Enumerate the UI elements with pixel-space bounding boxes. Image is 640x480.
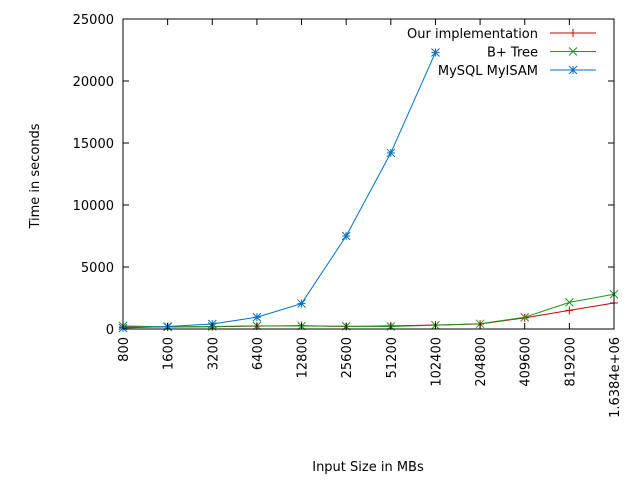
legend-label: B+ Tree bbox=[487, 46, 538, 61]
x-tick-label: 12800 bbox=[296, 337, 311, 378]
marker-stroke bbox=[568, 65, 578, 75]
marker-stroke bbox=[252, 312, 262, 322]
marker-stroke bbox=[431, 48, 440, 57]
y-tick-label: 15000 bbox=[73, 137, 114, 152]
data-point bbox=[520, 312, 530, 322]
legend-marker bbox=[568, 65, 578, 75]
marker-stroke bbox=[297, 299, 306, 308]
y-axis-title: Time in seconds bbox=[28, 123, 43, 229]
data-point bbox=[431, 48, 440, 57]
plot-area bbox=[118, 48, 619, 333]
legend: Our implementation B+ Tree MySQL MyISAM bbox=[407, 27, 596, 79]
x-tick-label: 800 bbox=[117, 337, 132, 362]
legend-label: MySQL MyISAM bbox=[438, 64, 538, 79]
data-point bbox=[565, 306, 574, 315]
y-tick-label: 20000 bbox=[73, 75, 114, 90]
data-point bbox=[386, 148, 396, 158]
marker-stroke bbox=[386, 148, 396, 158]
x-tick-label: 51200 bbox=[385, 337, 400, 378]
marker-stroke bbox=[520, 312, 530, 322]
y-tick-label: 10000 bbox=[73, 199, 114, 214]
x-tick-label: 409600 bbox=[519, 337, 534, 387]
x-tick-label: 3200 bbox=[206, 337, 221, 370]
marker-stroke bbox=[341, 231, 351, 241]
x-tick-label: 204800 bbox=[474, 337, 489, 387]
legend-label: Our implementation bbox=[407, 27, 538, 42]
y-tick-label: 5000 bbox=[81, 261, 114, 276]
plot-frame bbox=[122, 18, 615, 330]
x-tick-label: 25600 bbox=[340, 337, 355, 378]
x-tick-label: 102400 bbox=[429, 337, 444, 387]
legend-marker bbox=[568, 47, 578, 56]
y-axis: 0 5000 10000 15000 20000 25000 bbox=[73, 13, 614, 338]
legend-marker bbox=[569, 29, 577, 37]
data-point bbox=[341, 231, 351, 241]
marker-stroke bbox=[565, 297, 574, 307]
y-tick-label: 0 bbox=[106, 323, 114, 338]
series-line bbox=[122, 293, 615, 328]
x-axis: 800 1600 3200 6400 12800 25600 51200 102400 2048… bbox=[117, 19, 623, 418]
series-mysql-myisam bbox=[118, 48, 440, 333]
data-point bbox=[297, 299, 306, 308]
x-tick-label: 1.6384e+06 bbox=[608, 337, 623, 418]
x-tick-label: 1600 bbox=[162, 337, 177, 370]
y-tick-label: 25000 bbox=[73, 13, 114, 28]
data-point bbox=[252, 312, 262, 322]
marker-stroke bbox=[568, 47, 578, 56]
x-axis-title: Input Size in MBs bbox=[312, 460, 424, 475]
series-line bbox=[122, 52, 436, 329]
x-tick-label: 819200 bbox=[563, 337, 578, 387]
data-point bbox=[565, 297, 574, 307]
x-tick-label: 6400 bbox=[251, 337, 266, 370]
series-line bbox=[122, 302, 615, 328]
